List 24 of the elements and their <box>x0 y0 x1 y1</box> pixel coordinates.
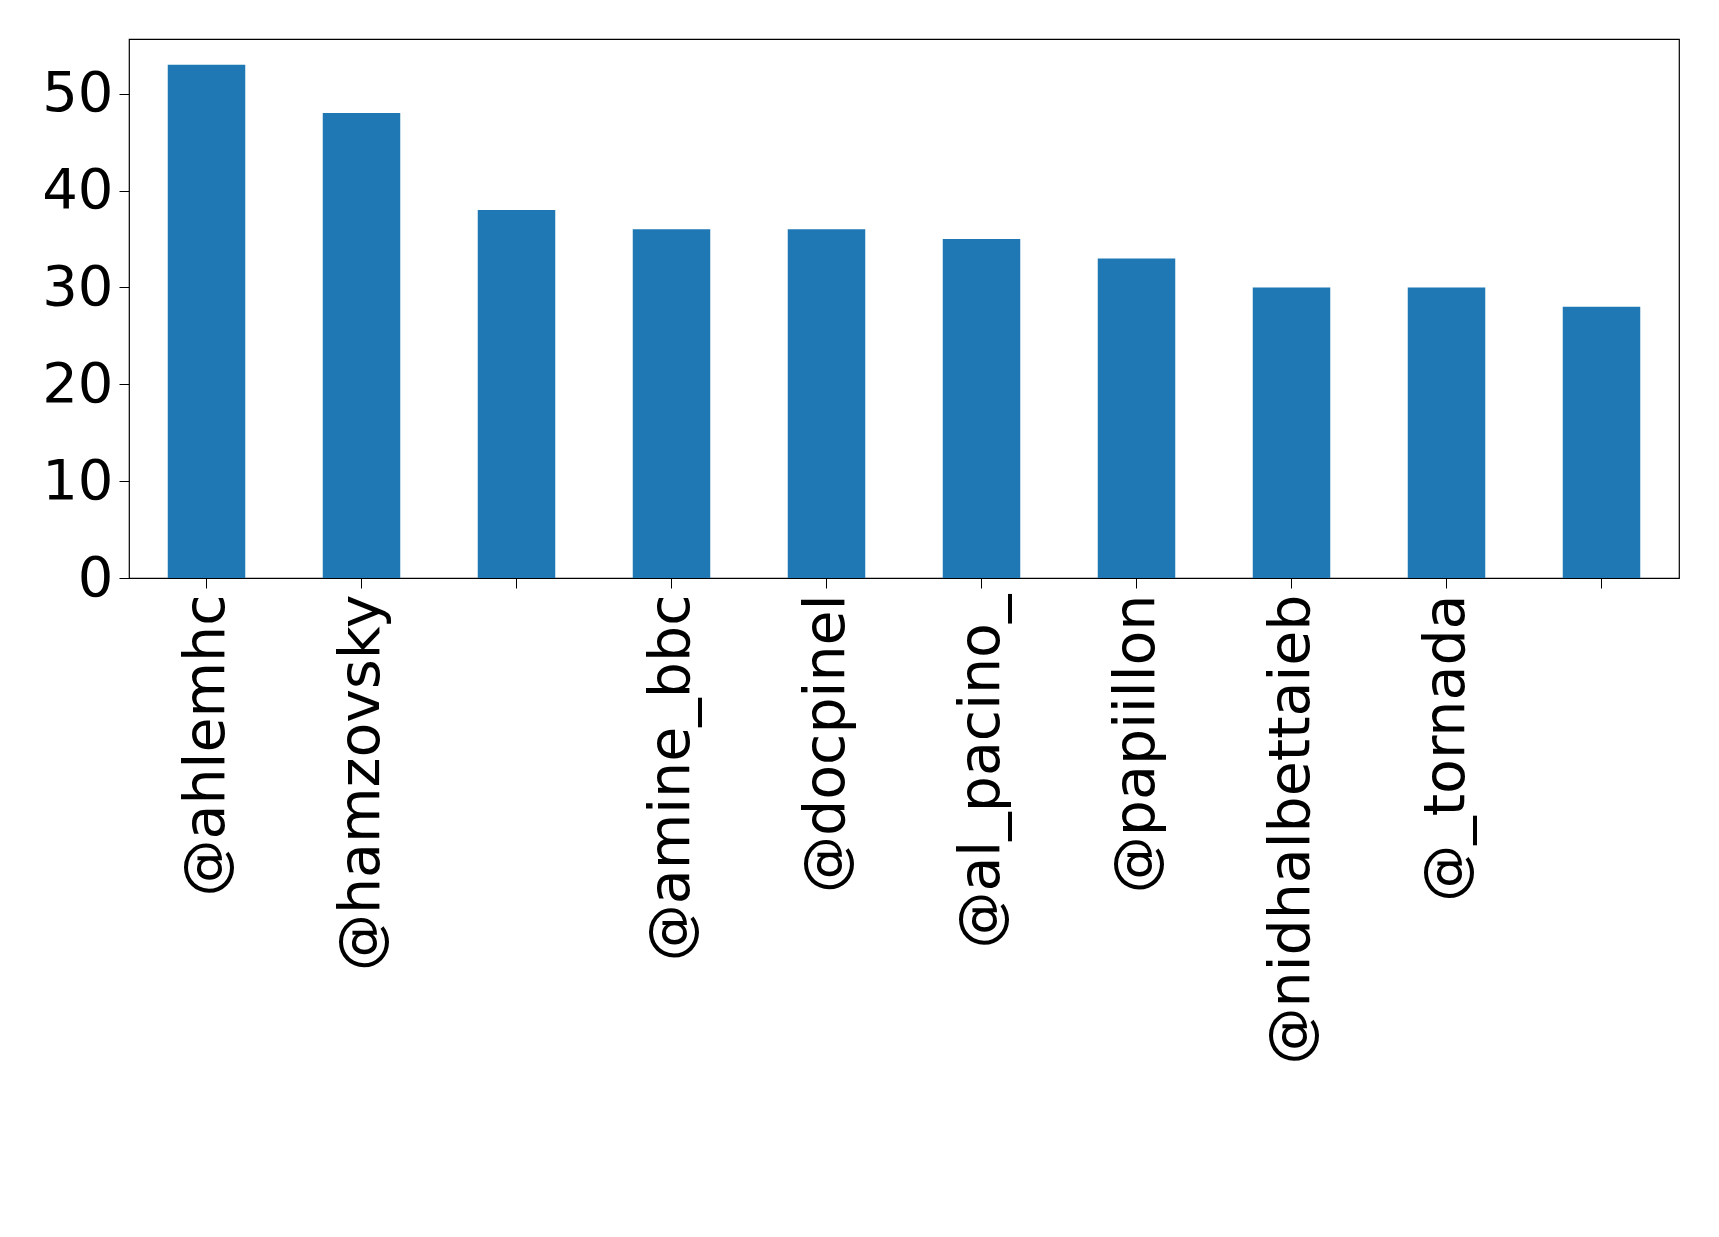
x-tick-label: @papiillon <box>1100 594 1167 894</box>
y-tick-label: 0 <box>77 543 114 609</box>
x-tick-label: @docpinel <box>790 594 857 893</box>
x-tick-label: @al_pacino_ <box>945 593 1012 949</box>
x-tick-label: @ahlemhc <box>170 594 237 897</box>
y-tick-label: 40 <box>42 156 114 222</box>
y-tick-label: 10 <box>42 446 114 512</box>
bar <box>1407 287 1486 578</box>
bar <box>1252 287 1331 578</box>
bar <box>322 113 401 578</box>
bar <box>1097 258 1176 578</box>
bar <box>167 64 246 578</box>
bar <box>787 229 866 578</box>
x-tick-label: @_tornada <box>1410 594 1477 902</box>
y-tick-label: 20 <box>42 349 114 415</box>
y-tick-label: 50 <box>42 59 114 125</box>
x-tick-label: @hamzovsky <box>325 594 392 972</box>
x-tick-label: @nidhalbettaieb <box>1255 594 1322 1065</box>
x-tick-label: @amine_bbc <box>635 594 702 962</box>
bar <box>1562 306 1641 578</box>
y-tick-label: 30 <box>42 252 114 318</box>
bar <box>942 239 1021 578</box>
bar <box>632 229 711 578</box>
bar <box>477 209 556 578</box>
